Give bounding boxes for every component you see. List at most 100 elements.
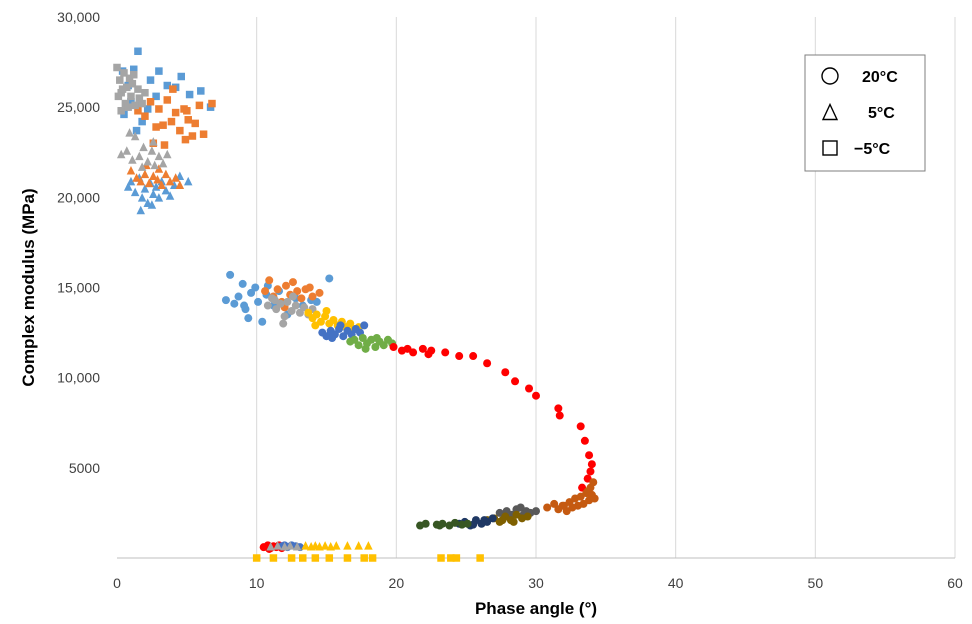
data-point — [149, 189, 158, 198]
legend: 20°C 5°C −5°C — [804, 54, 926, 172]
data-point — [354, 341, 363, 350]
data-point — [167, 117, 176, 126]
data-point — [371, 343, 380, 352]
data-point — [328, 333, 337, 342]
data-point — [288, 278, 297, 287]
data-point — [583, 487, 592, 496]
data-point — [299, 554, 307, 562]
data-point — [403, 344, 412, 353]
data-point — [199, 130, 208, 138]
data-point — [263, 301, 272, 310]
data-point — [525, 384, 534, 393]
data-point — [287, 306, 296, 315]
data-point — [389, 343, 398, 352]
data-point — [143, 157, 152, 166]
data-point — [311, 321, 320, 330]
data-point — [325, 274, 334, 283]
data-point — [147, 146, 157, 155]
data-point — [350, 335, 359, 344]
x-tick-label: 40 — [668, 575, 684, 591]
data-point — [576, 422, 585, 431]
data-point — [141, 112, 149, 120]
data-point — [158, 158, 168, 168]
data-point — [197, 87, 205, 95]
data-point — [488, 514, 497, 523]
data-point — [161, 169, 171, 179]
data-point — [580, 436, 589, 445]
data-point — [139, 142, 148, 152]
data-point — [265, 276, 274, 285]
data-point — [195, 101, 204, 110]
y-tick-label: 10,000 — [57, 370, 100, 386]
data-point — [226, 270, 235, 279]
data-point — [279, 319, 288, 328]
data-point — [291, 301, 300, 310]
data-point — [558, 501, 567, 510]
data-point — [170, 180, 179, 189]
x-tick-label: 0 — [113, 575, 121, 591]
data-point — [501, 368, 510, 377]
data-point — [128, 155, 137, 164]
data-point — [589, 478, 598, 487]
data-point — [261, 287, 270, 296]
data-point — [586, 467, 595, 476]
y-tick-label: 20,000 — [57, 189, 100, 205]
data-point — [150, 160, 159, 170]
data-point — [130, 187, 140, 197]
data-point — [234, 292, 243, 301]
data-point — [288, 292, 297, 301]
data-point — [221, 296, 230, 305]
data-point — [131, 101, 139, 110]
data-point — [343, 541, 352, 550]
data-point — [364, 541, 373, 550]
data-point — [132, 173, 141, 182]
data-point — [147, 200, 157, 209]
data-point — [183, 107, 191, 115]
data-point — [163, 149, 172, 159]
data-point — [258, 317, 267, 326]
y-tick-label: 15,000 — [57, 280, 100, 296]
data-point — [183, 176, 193, 186]
data-point — [240, 301, 249, 310]
data-point — [208, 99, 216, 108]
data-point — [135, 151, 144, 161]
data-point — [585, 451, 594, 460]
data-point — [140, 169, 150, 179]
data-point — [122, 146, 132, 155]
y-tick-label: 25,000 — [57, 99, 100, 115]
data-point — [562, 507, 571, 516]
data-point — [138, 99, 146, 108]
data-point — [269, 554, 278, 562]
data-point — [452, 554, 461, 562]
data-point — [160, 141, 169, 149]
data-point — [281, 281, 290, 290]
data-point — [159, 121, 167, 129]
data-point — [293, 287, 302, 296]
data-point — [483, 359, 492, 368]
data-point — [171, 173, 180, 182]
data-point — [177, 72, 185, 81]
data-point — [130, 70, 138, 79]
data-point — [311, 554, 320, 562]
data-point — [463, 519, 472, 528]
data-point — [332, 541, 341, 550]
data-point — [184, 116, 192, 124]
data-point — [297, 294, 306, 303]
data-point — [361, 344, 370, 353]
data-point — [554, 404, 563, 413]
data-point — [424, 350, 433, 359]
data-point — [128, 79, 137, 88]
data-point — [272, 305, 281, 314]
data-point — [116, 149, 126, 159]
data-point — [157, 180, 166, 189]
data-point — [113, 63, 121, 72]
data-point — [354, 541, 363, 550]
data-point — [165, 191, 175, 200]
data-point — [230, 299, 239, 308]
data-point — [360, 554, 368, 562]
legend-box — [804, 54, 926, 172]
data-point — [175, 180, 185, 189]
data-point — [134, 47, 142, 56]
data-point — [152, 123, 160, 131]
